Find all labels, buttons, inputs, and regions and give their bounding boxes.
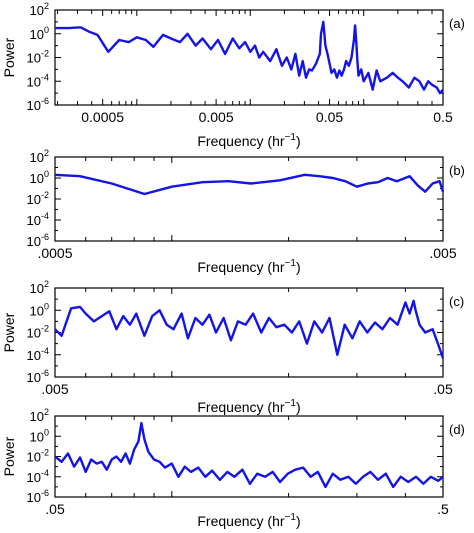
panel-c-y-tick-label: 100	[30, 301, 49, 318]
panel-d-x-tick-label: .05	[45, 501, 65, 517]
panel-a-y-tick-label: 100	[30, 25, 49, 42]
panel-b-x-tick-label: .005	[429, 245, 456, 261]
panel-d-x-axis-label: Frequency (hr−1)	[197, 512, 300, 529]
panel-b-y-tick-label: 100	[30, 169, 49, 186]
panel-a-y-tick-label: 102	[30, 1, 49, 18]
panel-c-x-tick-label: .005	[41, 381, 68, 397]
panel-a-x-tick-label: 0.05	[316, 109, 343, 125]
panel-b-plot-frame	[54, 156, 444, 242]
panel-c-y-axis-label: Power	[1, 312, 17, 352]
panel-b-power-spectrum-line	[54, 173, 445, 196]
panel-a-x-tick-label: 0.0005	[81, 109, 124, 125]
panel-d-y-tick-label: 10-2	[27, 448, 49, 465]
panel-d-y-tick-label: 10-4	[27, 468, 49, 485]
panel-c-x-axis-label: Frequency (hr−1)	[197, 398, 300, 415]
panel-a-x-tick-label: 0.005	[199, 109, 234, 125]
panel-d-y-tick-label: 102	[30, 407, 49, 424]
panel-a-plot-frame	[54, 9, 444, 106]
panel-a-y-tick-label: 10-4	[27, 72, 49, 89]
panel-b-x-tick-label: .0005	[37, 245, 72, 261]
panel-d-plot-frame	[54, 415, 444, 498]
panel-b-y-tick-label: 102	[30, 148, 49, 165]
panel-a-y-tick-label: 10-2	[27, 49, 49, 66]
panel-d-label: (d)	[449, 422, 465, 437]
panel-a-power-spectrum-line	[55, 20, 444, 95]
panel-c-plot-frame	[54, 287, 444, 378]
panel-b-y-tick-label: 10-4	[27, 211, 49, 228]
panel-b-y-tick-label: 10-2	[27, 190, 49, 207]
panel-d-y-tick-label: 100	[30, 427, 49, 444]
panel-a-y-axis-label: Power	[1, 37, 17, 77]
panel-a-label: (a)	[449, 16, 465, 31]
panel-c-y-tick-label: 10-4	[27, 346, 49, 363]
panel-a-y-tick-label: 10-6	[27, 96, 49, 113]
panel-c: 10210010-210-410-6.005.05PowerFrequency …	[1, 279, 464, 415]
panel-c-y-tick-label: 10-2	[27, 324, 49, 341]
panel-d-x-tick-label: .5	[437, 501, 449, 517]
panel-b-label: (b)	[449, 163, 465, 178]
panel-c-x-tick-label: .05	[433, 381, 453, 397]
panel-d-power-spectrum-line	[54, 421, 444, 489]
panel-b-x-axis-label: Frequency (hr−1)	[197, 258, 300, 275]
panel-c-power-spectrum-line	[54, 299, 445, 359]
panel-c-label: (c)	[449, 294, 464, 309]
panel-a: 102 100 10-2 10-4 10-6 0.0005 0.005 0.05 0.5 Powe…	[1, 1, 465, 149]
panel-c-y-tick-label: 102	[30, 279, 49, 296]
panel-a-x-axis-label: Frequency (hr−1)	[197, 132, 300, 149]
panel-a-x-tick-label: 0.5	[433, 109, 453, 125]
panel-d-y-axis-label: Power	[1, 436, 17, 476]
